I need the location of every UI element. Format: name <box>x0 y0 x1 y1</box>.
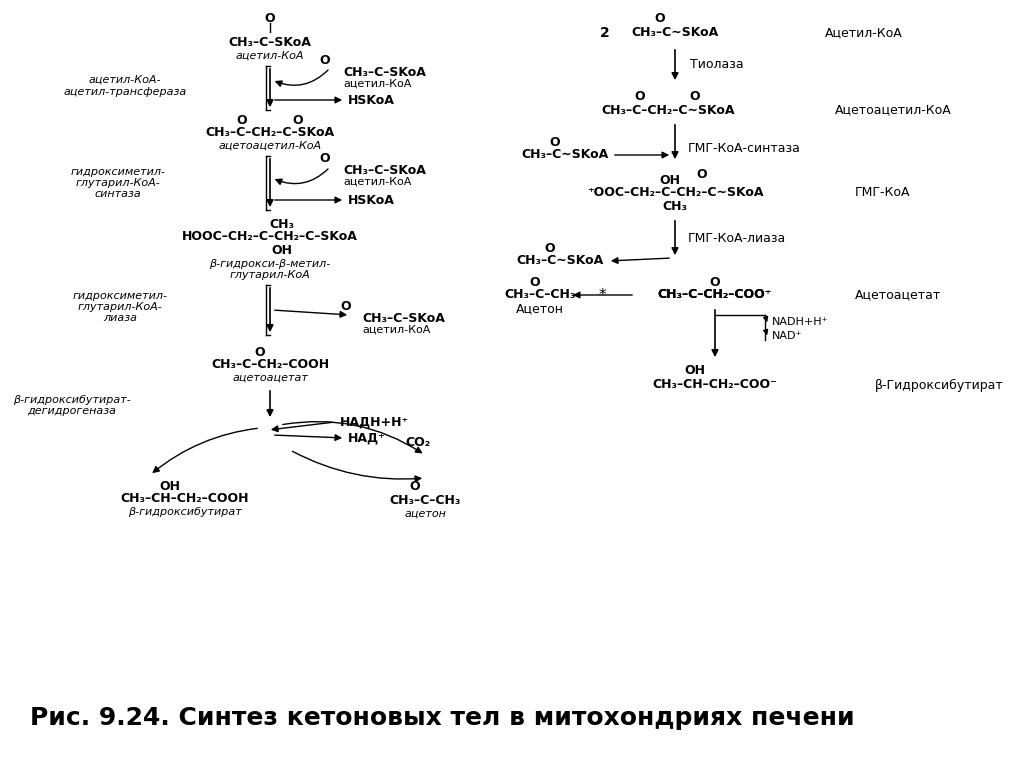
Text: Ацетоацетат: Ацетоацетат <box>855 288 941 301</box>
Text: ацетил-трансфераза: ацетил-трансфераза <box>63 87 186 97</box>
Text: O: O <box>237 114 248 127</box>
Text: CH₃–C–CH₃: CH₃–C–CH₃ <box>389 493 461 506</box>
Text: ацетоацетат: ацетоацетат <box>232 373 308 383</box>
Text: CH₃: CH₃ <box>663 200 687 213</box>
Text: глутарил-КоА-: глутарил-КоА- <box>76 178 161 188</box>
Text: ГМГ-КоА-синтаза: ГМГ-КоА-синтаза <box>688 141 801 154</box>
Text: ацетоацетил-КоА: ацетоацетил-КоА <box>218 141 322 151</box>
Text: CH₃–C–CH₂–C–SKoA: CH₃–C–CH₂–C–SKoA <box>206 126 335 139</box>
Text: CH₃–C–CH₂–COO⁺: CH₃–C–CH₂–COO⁺ <box>657 288 772 301</box>
Text: OH: OH <box>271 245 293 258</box>
Text: β-гидрокси-β-метил-: β-гидрокси-β-метил- <box>209 259 331 269</box>
Text: CH₃: CH₃ <box>269 218 295 231</box>
Text: HOOC–CH₂–C–CH₂–C–SKoA: HOOC–CH₂–C–CH₂–C–SKoA <box>182 231 358 243</box>
Text: NADH+H⁺: NADH+H⁺ <box>772 317 828 327</box>
Text: CH₃–CH–CH₂–COOH: CH₃–CH–CH₂–COOH <box>121 492 249 505</box>
Text: Ацетон: Ацетон <box>516 302 564 315</box>
Text: CH₃–CH–CH₂–COO⁻: CH₃–CH–CH₂–COO⁻ <box>652 378 777 391</box>
Text: ⁺OOC–CH₂–C–CH₂–C∼SKoA: ⁺OOC–CH₂–C–CH₂–C∼SKoA <box>587 186 763 199</box>
Text: O: O <box>545 242 555 255</box>
Text: CH₃–C–CH₂–C∼SKoA: CH₃–C–CH₂–C∼SKoA <box>601 104 735 117</box>
Text: OH: OH <box>659 173 681 186</box>
Text: CH₃–C∼SKoA: CH₃–C∼SKoA <box>632 27 719 39</box>
Text: O: O <box>319 152 331 164</box>
Text: ГМГ-КоА: ГМГ-КоА <box>855 186 910 199</box>
Text: Рис. 9.24. Синтез кетоновых тел в митохондриях печени: Рис. 9.24. Синтез кетоновых тел в митохо… <box>30 706 855 730</box>
Text: OH: OH <box>684 364 706 377</box>
Text: O: O <box>264 12 275 25</box>
Text: β-Гидроксибутират: β-Гидроксибутират <box>874 378 1004 391</box>
Text: β-гидроксибутират: β-гидроксибутират <box>128 507 242 517</box>
Text: 2: 2 <box>600 26 610 40</box>
Text: O: O <box>690 90 700 103</box>
Text: O: O <box>550 136 560 149</box>
Text: O: O <box>654 12 666 25</box>
Text: O: O <box>696 169 708 182</box>
Text: O: O <box>710 275 720 288</box>
Text: гидроксиметил-: гидроксиметил- <box>73 291 168 301</box>
Text: глутарил-КоА: глутарил-КоА <box>229 270 310 280</box>
Text: O: O <box>341 299 351 312</box>
Text: O: O <box>410 480 420 493</box>
Text: CH₃–C–CH₂–COOH: CH₃–C–CH₂–COOH <box>211 358 329 371</box>
Text: β-гидроксибутират-: β-гидроксибутират- <box>13 395 131 405</box>
Text: дегидрогеназа: дегидрогеназа <box>28 406 117 416</box>
Text: CH₃–C–CH₂–COO⁻: CH₃–C–CH₂–COO⁻ <box>657 288 772 301</box>
Text: HSKoA: HSKoA <box>348 94 395 107</box>
Text: CH₃–C–SKoA: CH₃–C–SKoA <box>343 65 426 78</box>
Text: ацетил-КоА: ацетил-КоА <box>343 79 412 89</box>
Text: лиаза: лиаза <box>103 313 137 323</box>
Text: Ацетоацетил-КоА: Ацетоацетил-КоА <box>835 104 951 117</box>
Text: CH₃–C–SKoA: CH₃–C–SKoA <box>343 163 426 176</box>
Text: O: O <box>319 54 331 67</box>
Text: O: O <box>255 347 265 360</box>
Text: HSKoA: HSKoA <box>348 193 395 206</box>
Text: NAD⁺: NAD⁺ <box>772 331 803 341</box>
Text: глутарил-КоА-: глутарил-КоА- <box>78 302 163 312</box>
Text: ацетил-КоА: ацетил-КоА <box>343 177 412 187</box>
Text: НАДН+Н⁺: НАДН+Н⁺ <box>340 416 410 429</box>
Text: Тиолаза: Тиолаза <box>690 58 743 71</box>
Text: O: O <box>529 275 541 288</box>
Text: ацетил-КоА: ацетил-КоА <box>362 325 430 335</box>
Text: CH₃–C–SKoA: CH₃–C–SKoA <box>228 35 311 48</box>
Text: CH₃–C∼SKoA: CH₃–C∼SKoA <box>521 149 608 162</box>
Text: НАД⁺: НАД⁺ <box>348 432 386 445</box>
Text: *: * <box>599 288 611 302</box>
Text: O: O <box>635 90 645 103</box>
Text: гидроксиметил-: гидроксиметил- <box>71 167 166 177</box>
Text: Ацетил-КоА: Ацетил-КоА <box>825 27 903 39</box>
Text: ацетон: ацетон <box>404 509 445 519</box>
Text: CH₃–C∼SKoA: CH₃–C∼SKoA <box>516 255 603 268</box>
Text: ацетил-КоА: ацетил-КоА <box>236 51 304 61</box>
Text: ГМГ-КоА-лиаза: ГМГ-КоА-лиаза <box>688 232 786 245</box>
Text: CH₃–C–SKoA: CH₃–C–SKoA <box>362 311 444 324</box>
Text: синтаза: синтаза <box>94 189 141 199</box>
Text: CH₃–C–CH₃: CH₃–C–CH₃ <box>504 288 575 301</box>
Text: OH: OH <box>160 479 180 492</box>
Text: CO₂: CO₂ <box>406 436 430 449</box>
Text: ацетил-КоА-: ацетил-КоА- <box>89 75 161 85</box>
Text: O: O <box>293 114 303 127</box>
